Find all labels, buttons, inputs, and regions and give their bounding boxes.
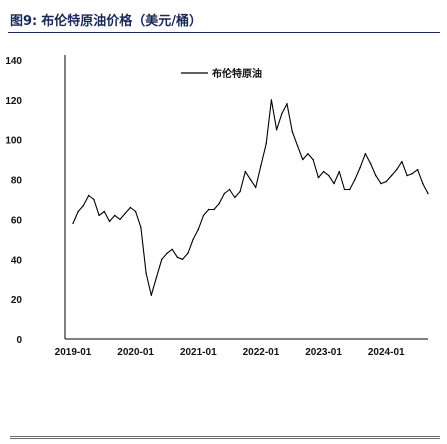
- data-point: [155, 276, 158, 278]
- data-point: [349, 188, 351, 191]
- data-point: [181, 258, 184, 260]
- data-point: [218, 202, 220, 205]
- data-point: [390, 174, 393, 177]
- data-point: [307, 153, 309, 155]
- data-point: [411, 172, 413, 175]
- data-point: [114, 214, 116, 217]
- data-point: [385, 180, 387, 183]
- data-point: [202, 214, 205, 217]
- data-point: [338, 170, 340, 173]
- data-point: [119, 218, 121, 221]
- data-point: [333, 182, 335, 185]
- series-line-0: [72, 99, 429, 296]
- data-point: [82, 204, 85, 207]
- data-point: [187, 252, 189, 254]
- data-point: [244, 170, 246, 173]
- x-tick-label: 2022-01: [243, 347, 280, 358]
- data-point: [275, 129, 278, 131]
- data-point: [239, 190, 241, 193]
- figure-label: 图9:: [10, 13, 38, 29]
- data-point: [140, 226, 142, 229]
- data-point: [249, 178, 252, 181]
- data-point: [88, 194, 90, 197]
- data-point: [312, 158, 314, 161]
- data-point: [354, 178, 356, 181]
- data-point: [103, 210, 106, 213]
- footer-divider: [10, 436, 440, 439]
- x-tick-label: 2024-01: [368, 347, 405, 358]
- data-point: [375, 174, 377, 177]
- data-point: [166, 252, 168, 254]
- data-point: [176, 256, 179, 258]
- x-tick-label: 2021-01: [180, 347, 217, 358]
- legend-label: 布伦特原油: [212, 67, 262, 80]
- data-point: [364, 153, 367, 155]
- data-point: [150, 294, 152, 296]
- data-point: [93, 198, 95, 201]
- data-point: [223, 192, 226, 195]
- x-tick-label: 2019-01: [55, 347, 92, 358]
- data-point: [406, 174, 408, 177]
- y-tick-label: 100: [5, 136, 22, 147]
- figure-header: 图9: 布伦特原油价格（美元/桶）: [10, 8, 202, 30]
- data-point: [380, 182, 382, 185]
- data-point: [129, 206, 132, 209]
- data-point: [281, 113, 283, 115]
- data-point: [171, 248, 173, 250]
- data-point: [286, 103, 288, 105]
- data-point: [260, 164, 262, 167]
- data-point: [145, 272, 147, 274]
- header-divider: [8, 32, 440, 33]
- data-point: [265, 143, 267, 145]
- data-point: [72, 222, 74, 225]
- data-point: [208, 208, 210, 211]
- data-point: [192, 238, 194, 241]
- data-point: [213, 208, 215, 211]
- data-point: [422, 182, 424, 185]
- data-point: [270, 99, 273, 101]
- y-tick-label: 0: [16, 335, 22, 346]
- data-point: [77, 210, 79, 213]
- y-tick-label: 80: [11, 176, 23, 187]
- data-point: [359, 166, 361, 169]
- figure-title: 布伦特原油价格（美元/桶）: [41, 13, 202, 29]
- x-tick-label: 2020-01: [117, 347, 154, 358]
- data-point: [322, 170, 325, 173]
- y-tick-label: 60: [11, 215, 23, 226]
- data-point: [416, 168, 419, 171]
- data-point: [197, 228, 199, 231]
- data-point: [255, 186, 257, 189]
- x-tick-label: 2023-01: [305, 347, 342, 358]
- data-point: [108, 220, 111, 223]
- y-tick-label: 20: [11, 295, 23, 306]
- data-point: [401, 160, 403, 163]
- data-point: [328, 174, 330, 177]
- y-tick-label: 140: [5, 56, 22, 67]
- data-point: [427, 192, 429, 195]
- data-point: [291, 131, 293, 133]
- data-point: [161, 258, 163, 260]
- data-point: [228, 188, 231, 191]
- data-point: [396, 168, 398, 171]
- data-point: [296, 145, 299, 147]
- data-point: [302, 158, 304, 161]
- data-point: [317, 176, 320, 179]
- data-point: [124, 212, 126, 215]
- y-tick-label: 40: [11, 255, 23, 266]
- data-point: [234, 196, 236, 199]
- data-point: [369, 162, 372, 165]
- data-point: [134, 210, 137, 213]
- y-tick-label: 120: [5, 96, 22, 107]
- data-point: [98, 214, 100, 217]
- data-point: [343, 188, 346, 191]
